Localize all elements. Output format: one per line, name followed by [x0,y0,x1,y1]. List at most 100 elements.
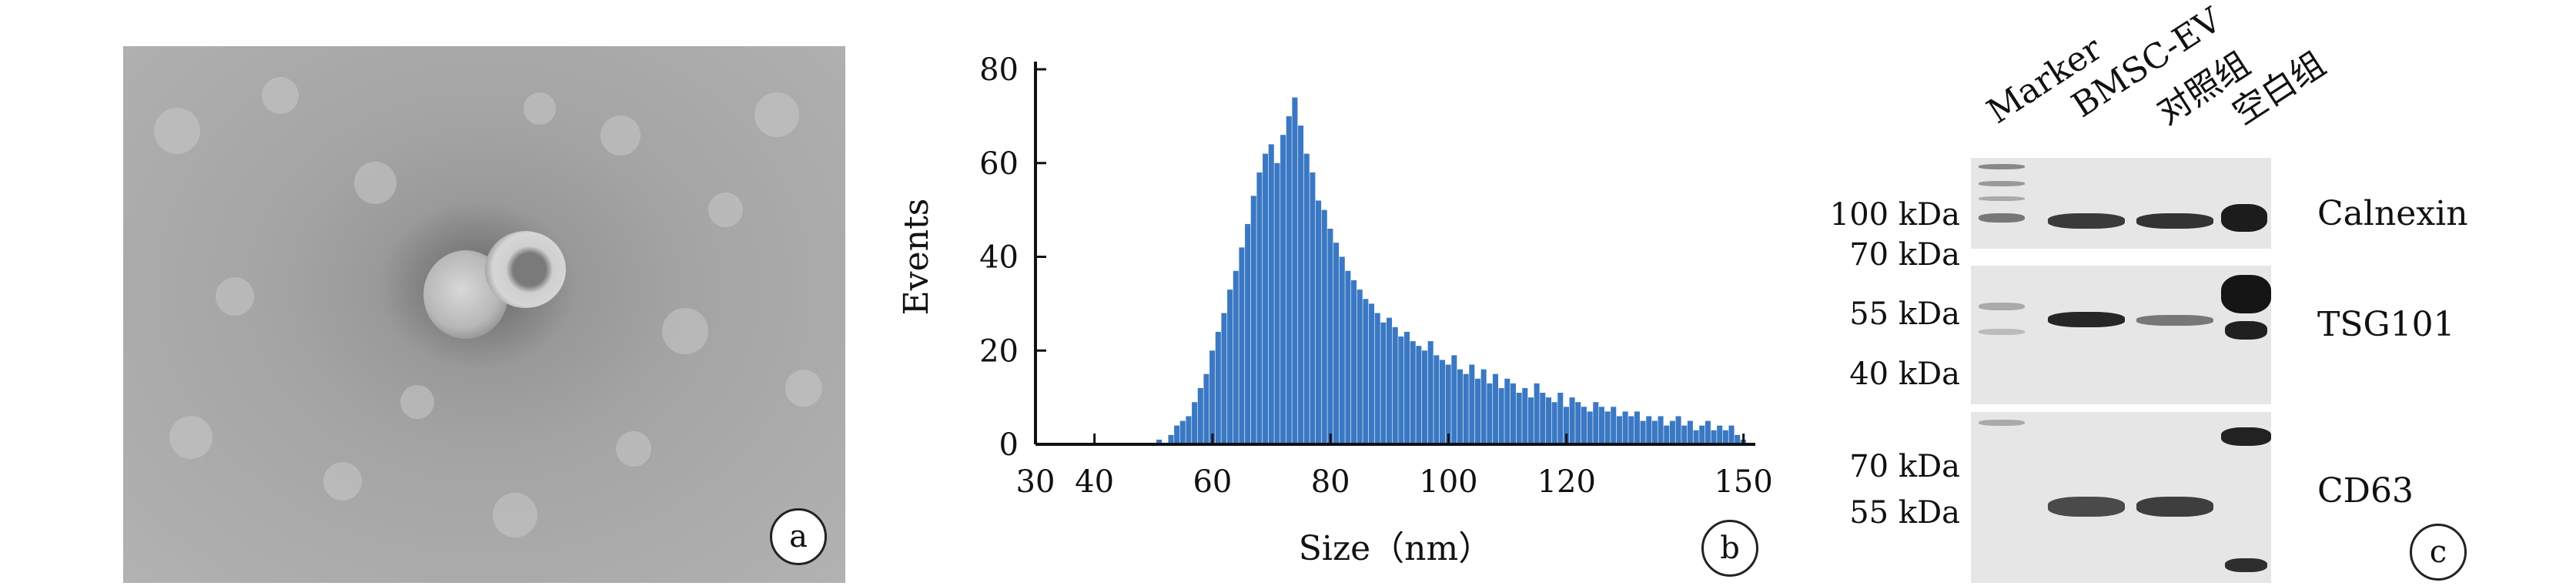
histogram-bar [1711,430,1717,444]
histogram-bar [1421,350,1428,444]
y-tick-label: 60 [979,146,1019,182]
histogram-bar [1498,387,1504,444]
histogram-bar [1474,378,1481,444]
kda-cd63-1: 70 kDa [1849,449,1960,484]
protein-band [2221,204,2267,232]
histogram-bar [1735,434,1741,444]
histogram-bar [1280,135,1286,444]
histogram-bar [1598,407,1604,444]
histogram-bar [1380,322,1387,444]
western-blot: Marker BMSC-EV 对照组 空白组 100 kDa 70 kDa Ca… [1794,0,2576,583]
y-tick-label: 20 [979,333,1019,369]
x-tick-label: 80 [1311,464,1350,500]
vesicle [485,231,566,308]
histogram-bar [1203,373,1209,444]
histogram-bar [1693,430,1699,444]
kda-cd63-2: 55 kDa [1849,495,1960,531]
histogram-bar [1687,420,1693,444]
histogram-bar [1705,420,1711,444]
histogram-bar [1392,326,1398,444]
histogram-bar [1410,341,1416,444]
protein-label-tsg101: TSG101 [2317,305,2455,344]
histogram-bar [1451,355,1457,444]
histogram-bar [1186,416,1192,444]
histogram-bar [1545,397,1551,444]
histogram-bar [1581,407,1587,444]
histogram-bar [1233,270,1239,444]
histogram-bar [1434,355,1440,444]
histogram-bar [1669,420,1675,444]
histogram-bar [1457,369,1464,444]
histogram-bar [1274,162,1280,444]
histogram-bar [1717,425,1723,444]
particle-blob [754,92,799,137]
panel-label-a: a [770,508,827,565]
histogram-bar [1492,373,1499,444]
tem-image: a [123,46,845,583]
histogram-bar [1369,303,1375,444]
histogram-bar [1646,416,1652,444]
histogram-bar [1463,373,1469,444]
histogram-bar [1569,397,1575,444]
particle-blob [708,193,743,227]
particle-blob [262,77,299,114]
histogram-bar [1611,407,1617,444]
kda-tsg101-2: 40 kDa [1849,357,1960,392]
x-tick-label: 120 [1537,464,1596,500]
particle-blob [354,162,396,204]
histogram-bar [1445,364,1451,444]
particle-blob [169,416,212,459]
protein-band [2225,321,2267,340]
blot-cd63 [1971,412,2271,583]
blot-tsg101 [1971,266,2271,404]
histogram-bar [1675,416,1681,444]
histogram-bar [1728,425,1735,444]
histogram-bar [1551,402,1557,444]
protein-label-calnexin: Calnexin [2317,194,2468,233]
y-tick-label: 80 [979,52,1019,88]
histogram-bar [1593,402,1599,444]
histogram-bar [1363,299,1369,444]
x-axis-label: Size（nm） [1299,529,1493,568]
histogram-bar [1510,383,1516,444]
histogram-bar [1197,387,1203,444]
marker-band [1979,181,2025,186]
histogram-bar [1192,402,1198,444]
particle-blob [216,277,254,316]
protein-band [2225,558,2267,572]
size-histogram: 0 20 40 60 80 30 40 60 80 100 120 150 Size（nm） Events… [885,39,1773,583]
y-tick-label: 40 [979,240,1019,276]
histogram-bar [1227,290,1233,444]
histogram-bar [1374,313,1380,444]
histogram-bar [1351,280,1357,444]
kda-calnexin-1: 100 kDa [1829,197,1960,233]
histogram-bar [1487,383,1493,444]
particle-blob [154,108,200,154]
histogram-bar [1298,126,1304,445]
histogram-bar [1416,346,1422,444]
histogram-bar [1557,393,1564,444]
histogram-bar [1427,341,1434,444]
histogram-bar [1245,223,1251,444]
panel-label-b: b [1701,520,1758,577]
histogram-bar [1534,383,1540,444]
protein-band [2048,497,2125,517]
particle-blob [662,308,708,354]
histogram-bar [1168,434,1174,444]
particle-blob [524,92,556,125]
blot-calnexin [1971,158,2271,249]
histogram-bar [1516,393,1522,444]
histogram-bar [1628,416,1634,444]
histogram-bar [1575,402,1581,444]
protein-band [2136,213,2213,229]
histogram-bar [1292,97,1298,445]
histogram-bar [1357,290,1363,444]
y-tick-label: 0 [999,427,1019,463]
histogram-bar [1215,331,1221,444]
histogram-bar [1658,416,1664,444]
histogram-bar [1563,407,1569,444]
histogram-bar [1333,243,1340,444]
particle-blob [616,431,651,467]
x-tick-label: 40 [1075,464,1114,500]
histogram-bar [1310,172,1316,445]
